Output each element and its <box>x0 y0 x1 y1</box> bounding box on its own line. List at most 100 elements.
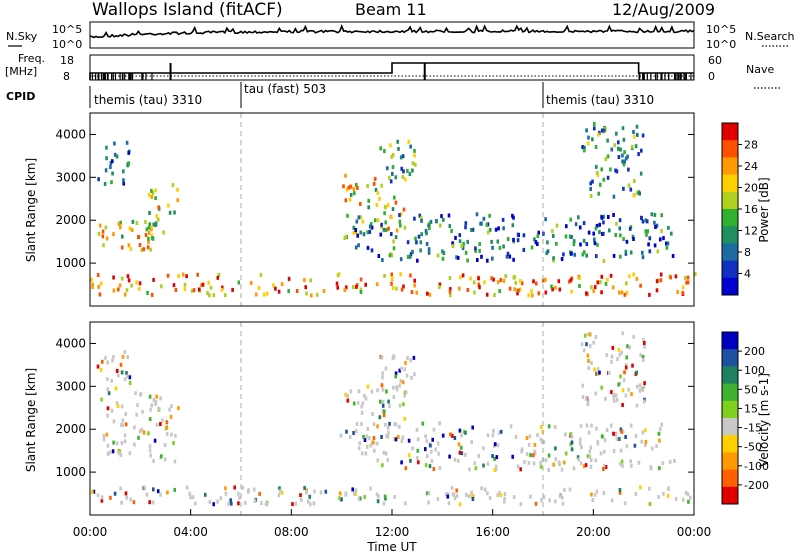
data-cell <box>671 254 675 258</box>
power-y-axis: 1000 2000 3000 4000 <box>55 127 694 270</box>
data-cell <box>121 234 124 239</box>
data-cell <box>589 464 593 469</box>
data-cell <box>452 492 456 497</box>
data-cell <box>120 441 124 446</box>
data-cell <box>615 437 619 442</box>
data-cell <box>150 195 154 199</box>
data-cell <box>135 221 139 225</box>
data-cell <box>394 200 398 205</box>
data-cell <box>231 287 234 292</box>
data-cell <box>307 499 310 504</box>
data-cell <box>491 256 494 261</box>
data-cell <box>101 234 105 239</box>
data-cell <box>570 251 573 256</box>
data-cell <box>177 274 180 278</box>
data-cell <box>553 425 557 430</box>
data-cell <box>380 355 384 360</box>
data-cell <box>402 402 405 407</box>
x-tick-label: 00:00 <box>677 525 712 539</box>
data-cell <box>471 497 475 501</box>
data-cell <box>458 286 461 291</box>
data-cell <box>153 438 157 443</box>
data-cell <box>159 422 162 426</box>
data-cell <box>395 286 398 291</box>
data-cell <box>392 246 396 251</box>
data-cell <box>138 281 142 286</box>
data-cell <box>639 485 642 490</box>
data-cell <box>393 195 396 200</box>
data-cell <box>596 371 600 376</box>
data-cell <box>666 241 670 246</box>
data-cell <box>430 459 434 463</box>
data-cell <box>655 223 659 228</box>
data-cell <box>397 435 400 439</box>
data-cell <box>651 446 654 451</box>
data-cell <box>658 438 661 443</box>
data-cell <box>360 451 364 456</box>
data-cell <box>625 290 629 295</box>
data-cell <box>555 241 558 246</box>
time-x-axis: 00:00 04:00 08:00 12:00 16:00 20:00 00:00 <box>73 509 712 539</box>
data-cell <box>661 461 665 466</box>
data-cell <box>512 495 516 500</box>
data-cell <box>610 354 614 359</box>
data-cell <box>142 247 146 252</box>
data-cell <box>597 191 600 196</box>
data-cell <box>578 441 582 446</box>
data-cell <box>408 254 412 259</box>
data-cell <box>390 232 393 236</box>
data-cell <box>404 501 407 506</box>
data-cell <box>351 487 354 492</box>
data-cell <box>376 458 380 463</box>
colorbar-swatch <box>722 277 738 296</box>
data-cell <box>279 489 282 494</box>
data-cell <box>636 191 639 196</box>
data-cell <box>573 252 576 257</box>
data-cell <box>149 247 152 252</box>
data-cell <box>355 219 359 224</box>
y-tick-label: 1000 <box>55 465 86 479</box>
data-cell <box>685 280 688 285</box>
nave-tick-top: 60 <box>708 54 722 67</box>
data-cell <box>455 493 459 498</box>
data-cell <box>216 499 219 504</box>
frequency-line <box>89 62 694 80</box>
data-cell <box>115 368 119 373</box>
data-cell <box>438 282 442 287</box>
data-cell <box>659 278 663 283</box>
data-cell <box>604 281 608 286</box>
data-cell <box>360 422 363 426</box>
data-cell <box>562 460 566 465</box>
cpid-panel: CPID themis (tau) 3310 tau (fast) 503 th… <box>6 82 654 108</box>
data-cell <box>144 233 148 237</box>
data-cell <box>390 281 393 286</box>
data-cell <box>511 223 515 228</box>
data-cell <box>356 186 359 190</box>
data-cell <box>106 377 109 382</box>
data-cell <box>590 492 593 497</box>
data-cell <box>600 385 603 390</box>
nave-tick-bottom: 0 <box>708 70 715 83</box>
data-cell <box>589 181 592 186</box>
data-cell <box>648 486 651 491</box>
data-cell <box>469 276 472 281</box>
data-cell <box>338 491 342 496</box>
data-cell <box>629 423 633 428</box>
data-cell <box>113 141 116 146</box>
data-cell <box>662 236 665 241</box>
data-cell <box>159 284 163 289</box>
data-cell <box>609 273 613 278</box>
data-cell <box>634 433 638 438</box>
data-cell <box>363 495 366 500</box>
data-cell <box>645 232 648 237</box>
data-cell <box>600 434 604 439</box>
data-cell <box>480 254 483 259</box>
noise-sky-label: N.Sky <box>6 30 38 43</box>
noise-right-tick-top: 10^5 <box>706 23 736 36</box>
data-cell <box>102 437 106 442</box>
data-cell <box>96 273 100 277</box>
data-cell <box>668 459 672 464</box>
data-cell <box>206 291 209 295</box>
data-cell <box>623 159 626 164</box>
data-cell <box>172 283 176 288</box>
